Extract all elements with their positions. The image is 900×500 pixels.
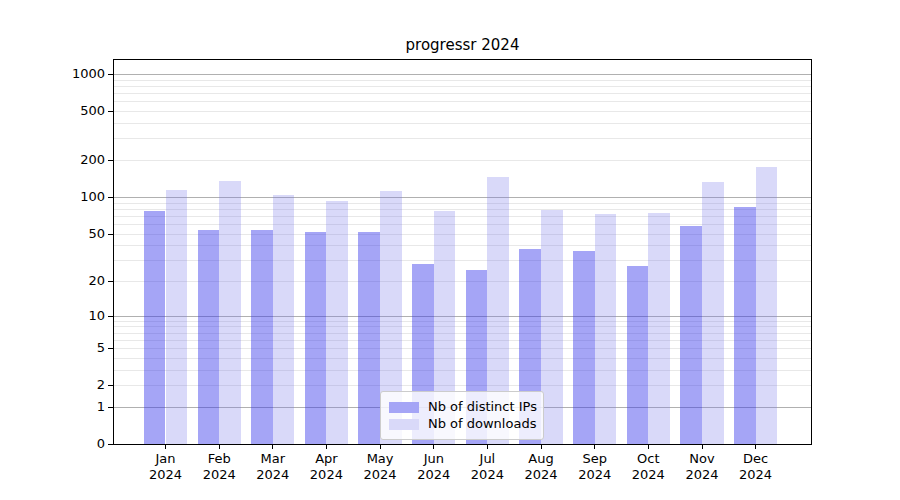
x-tick-year-label: 2024 — [463, 467, 511, 483]
x-tick-year-label: 2024 — [732, 467, 780, 483]
y-tick — [108, 74, 113, 75]
legend-swatch-downloads — [389, 419, 419, 430]
bar-downloads — [648, 213, 670, 444]
y-tick-label: 500 — [57, 103, 105, 119]
x-tick — [594, 445, 595, 449]
x-tick-month-label: Jun — [410, 451, 458, 467]
bar-downloads — [326, 201, 348, 444]
x-tick-year-label: 2024 — [571, 467, 619, 483]
bar-downloads — [273, 195, 295, 444]
bar-distinct-ips — [144, 211, 166, 444]
bar-downloads — [756, 167, 778, 444]
x-tick-year-label: 2024 — [142, 467, 190, 483]
x-tick — [165, 445, 166, 449]
bar-distinct-ips — [680, 226, 702, 444]
x-tick-month-label: Mar — [249, 451, 297, 467]
x-tick-month-label: May — [356, 451, 404, 467]
x-tick-year-label: 2024 — [678, 467, 726, 483]
bar-downloads — [702, 182, 724, 444]
bar-downloads — [595, 214, 617, 444]
y-tick — [108, 385, 113, 386]
x-tick-year-label: 2024 — [356, 467, 404, 483]
x-tick-month-label: Oct — [624, 451, 672, 467]
x-tick-year-label: 2024 — [195, 467, 243, 483]
y-tick-label: 200 — [57, 152, 105, 168]
x-tick-year-label: 2024 — [302, 467, 350, 483]
legend-swatch-distinct-ips — [389, 402, 419, 413]
y-gridline-minor — [114, 93, 811, 94]
x-tick — [487, 445, 488, 449]
y-tick-label: 1000 — [57, 66, 105, 82]
bar-distinct-ips — [198, 230, 220, 444]
x-tick-year-label: 2024 — [517, 467, 565, 483]
y-gridline-minor — [114, 138, 811, 139]
legend-row-distinct-ips: Nb of distinct IPs — [389, 399, 533, 415]
x-tick-month-label: Jan — [142, 451, 190, 467]
x-tick-month-label: Aug — [517, 451, 565, 467]
y-tick-label: 2 — [57, 377, 105, 393]
x-tick — [755, 445, 756, 449]
y-tick — [108, 444, 113, 445]
x-tick-year-label: 2024 — [624, 467, 672, 483]
y-tick — [108, 234, 113, 235]
y-gridline-minor — [114, 111, 811, 112]
legend-row-downloads: Nb of downloads — [389, 416, 533, 432]
y-tick — [108, 160, 113, 161]
bar-distinct-ips — [251, 230, 273, 444]
x-tick-month-label: Jul — [463, 451, 511, 467]
y-tick-label: 5 — [57, 340, 105, 356]
y-tick-label: 1 — [57, 399, 105, 415]
y-gridline-minor — [114, 123, 811, 124]
y-tick — [108, 348, 113, 349]
y-tick-label: 50 — [57, 226, 105, 242]
x-tick — [219, 445, 220, 449]
x-tick — [433, 445, 434, 449]
y-tick — [108, 316, 113, 317]
bar-downloads — [541, 210, 563, 444]
y-gridline-minor — [114, 160, 811, 161]
y-tick — [108, 281, 113, 282]
x-tick — [272, 445, 273, 449]
y-gridline-minor — [114, 86, 811, 87]
bar-downloads — [166, 190, 188, 444]
x-tick — [541, 445, 542, 449]
x-tick-month-label: Apr — [302, 451, 350, 467]
bar-distinct-ips — [627, 266, 649, 444]
y-tick-label: 20 — [57, 273, 105, 289]
x-tick — [648, 445, 649, 449]
legend: Nb of distinct IPs Nb of downloads — [380, 391, 544, 440]
y-tick-label: 0 — [57, 436, 105, 452]
bar-distinct-ips — [358, 232, 380, 444]
y-gridline-major — [114, 74, 811, 75]
chart-figure: progressr 2024 Nb of distinct IPs Nb of … — [0, 0, 900, 500]
x-tick-month-label: Sep — [571, 451, 619, 467]
y-gridline-minor — [114, 101, 811, 102]
y-gridline-minor — [114, 80, 811, 81]
bar-downloads — [219, 181, 241, 445]
legend-label-downloads: Nb of downloads — [428, 416, 536, 432]
x-tick — [326, 445, 327, 449]
y-tick-label: 10 — [57, 308, 105, 324]
x-tick-month-label: Dec — [732, 451, 780, 467]
x-tick-month-label: Nov — [678, 451, 726, 467]
chart-title: progressr 2024 — [113, 36, 812, 54]
x-tick-year-label: 2024 — [249, 467, 297, 483]
y-tick — [108, 407, 113, 408]
bar-distinct-ips — [305, 232, 327, 444]
legend-label-distinct-ips: Nb of distinct IPs — [428, 399, 537, 415]
bar-distinct-ips — [573, 251, 595, 444]
x-tick-year-label: 2024 — [410, 467, 458, 483]
x-tick-month-label: Feb — [195, 451, 243, 467]
x-tick — [380, 445, 381, 449]
x-tick — [702, 445, 703, 449]
bar-distinct-ips — [734, 207, 756, 444]
y-tick — [108, 197, 113, 198]
y-tick — [108, 111, 113, 112]
y-tick-label: 100 — [57, 189, 105, 205]
